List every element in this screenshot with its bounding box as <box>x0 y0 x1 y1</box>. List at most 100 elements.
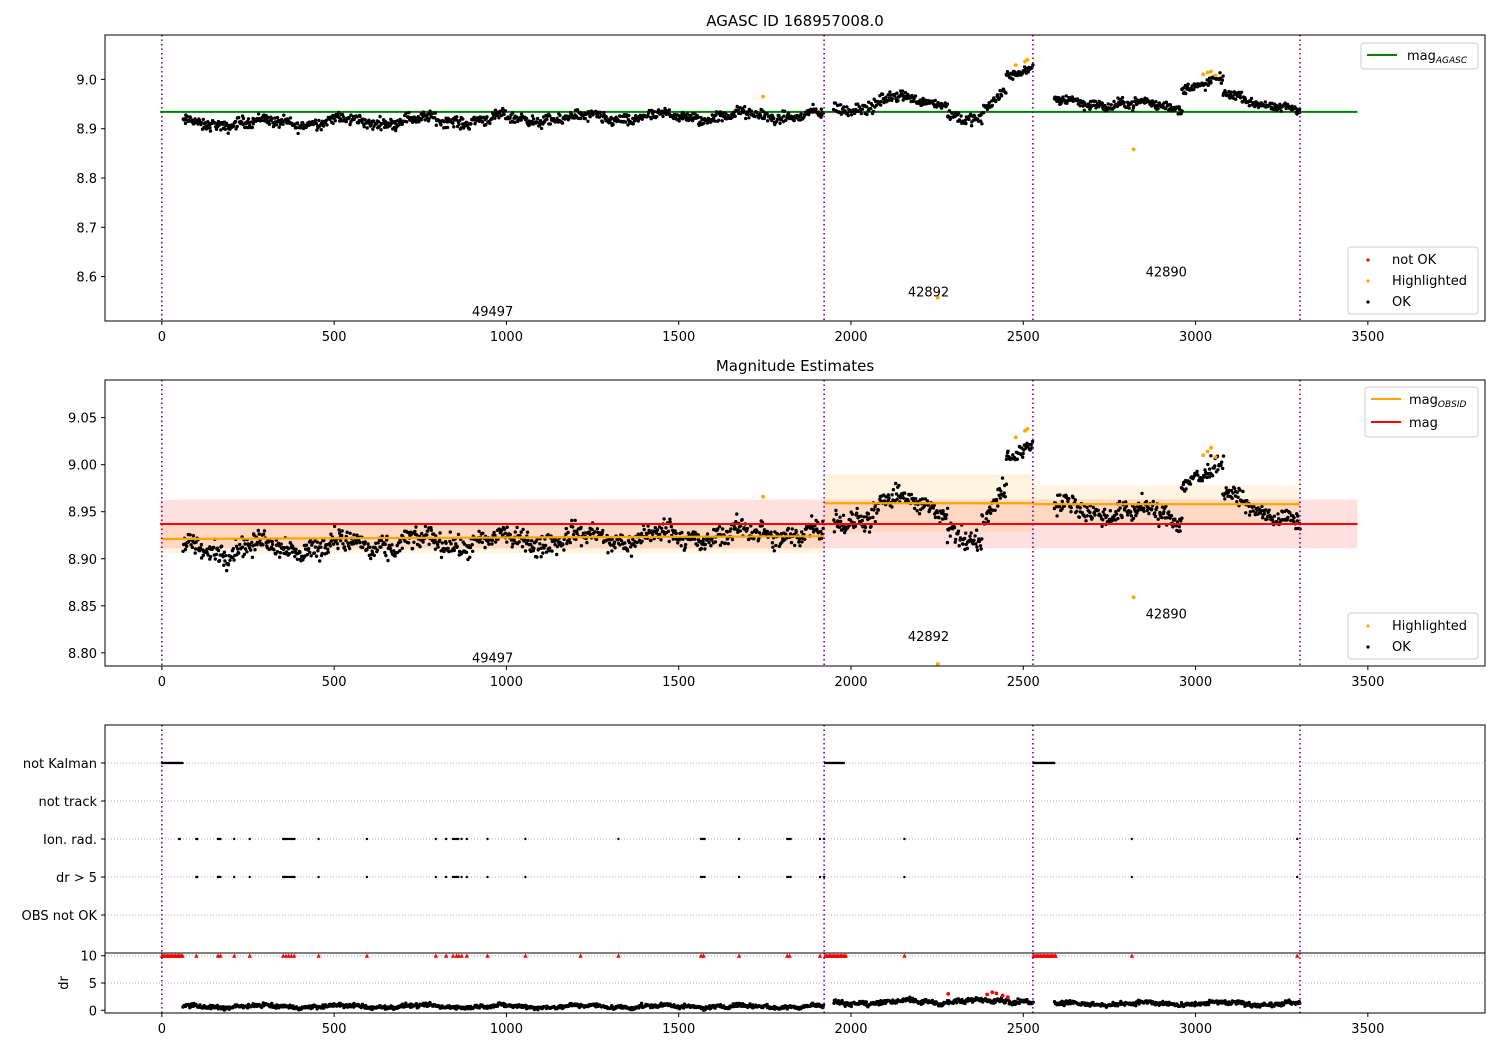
ok-point <box>485 115 489 119</box>
flag-point <box>701 837 704 841</box>
ok-point <box>871 109 876 114</box>
ok-point <box>739 524 743 528</box>
obsid-label: 49497 <box>472 652 513 667</box>
ok-point <box>947 109 952 113</box>
ok-point <box>1295 519 1300 523</box>
ok-point <box>1101 510 1105 514</box>
ok-point <box>959 114 963 118</box>
flag-point <box>455 837 458 841</box>
ok-point <box>879 103 883 107</box>
ok-point <box>810 514 814 518</box>
ok-point <box>548 122 552 126</box>
ok-point <box>1004 457 1009 461</box>
ok-point <box>505 540 509 544</box>
ok-point <box>309 554 313 558</box>
ok-point <box>336 546 340 551</box>
ok-point <box>282 113 286 117</box>
panel-2-frame <box>104 379 1486 667</box>
ok-point <box>1179 519 1183 523</box>
ok-point <box>219 128 223 132</box>
ok-point <box>329 539 333 543</box>
ok-point <box>701 537 706 541</box>
ok-point <box>222 550 227 554</box>
ok-point <box>510 111 515 115</box>
ok-point <box>1064 94 1068 98</box>
ok-point <box>713 119 717 123</box>
ok-point <box>324 118 328 123</box>
flag-label: not track <box>38 795 97 810</box>
ok-point <box>586 119 590 124</box>
ok-point <box>712 116 716 120</box>
ok-point <box>1030 439 1035 444</box>
ok-point <box>344 119 348 124</box>
ok-point <box>444 541 448 545</box>
ok-point <box>757 536 761 541</box>
panel-2-title: Magnitude Estimates <box>716 357 874 375</box>
flag-point <box>524 837 527 841</box>
x-tick-label: 3500 <box>1351 330 1384 345</box>
ok-point <box>674 531 678 536</box>
ok-point <box>217 558 222 563</box>
ok-point <box>501 106 505 111</box>
ok-point <box>1221 454 1226 458</box>
ok-point <box>890 97 894 101</box>
legend-mag-obsid-label: mag <box>1409 393 1438 408</box>
ok-point <box>449 542 453 546</box>
ok-point <box>190 545 195 550</box>
ok-point <box>1116 96 1120 100</box>
ok-point <box>792 118 796 123</box>
flag-point <box>453 875 456 879</box>
ok-point <box>662 517 666 521</box>
ok-point <box>1184 487 1188 491</box>
ok-point <box>838 515 842 519</box>
dr-clipped-marker <box>701 953 706 958</box>
ok-point <box>956 111 961 115</box>
obsid-label: 49497 <box>472 305 513 320</box>
ok-point <box>253 548 257 552</box>
ok-point <box>573 518 577 523</box>
ok-point <box>537 547 541 551</box>
ok-point <box>250 555 255 559</box>
flag-point <box>317 837 320 841</box>
legend-ok-label: OK <box>1392 640 1411 655</box>
flag-label: dr > 5 <box>56 871 97 886</box>
flag-point <box>903 837 906 841</box>
ok-point <box>716 527 720 531</box>
ok-point <box>1195 469 1199 474</box>
ok-point <box>968 112 973 116</box>
ok-point <box>897 483 901 488</box>
ok-point <box>1210 474 1215 478</box>
ok-point <box>794 530 798 534</box>
ok-point <box>480 120 485 124</box>
ok-point <box>1088 510 1092 515</box>
ok-point <box>760 524 764 528</box>
ok-point <box>1207 467 1212 471</box>
highlighted-point <box>1205 70 1210 75</box>
ok-point <box>439 123 443 127</box>
ok-point <box>237 551 241 555</box>
ok-point <box>1206 83 1211 87</box>
obsid-label: 42892 <box>908 630 949 645</box>
ok-point <box>1075 509 1079 513</box>
ok-point <box>944 513 949 517</box>
ok-point <box>1180 109 1184 113</box>
ok-point <box>288 116 293 120</box>
ok-point <box>1010 72 1015 76</box>
ok-point <box>418 545 422 549</box>
flag-point <box>289 875 293 879</box>
flag-point <box>460 837 463 841</box>
x-tick-label: 1000 <box>490 675 523 690</box>
ok-point <box>1127 106 1131 110</box>
ok-point <box>766 119 770 123</box>
ok-point <box>546 533 550 537</box>
ok-point <box>183 547 188 552</box>
ok-point <box>427 117 431 121</box>
ok-point <box>865 112 869 117</box>
x-tick-label: 0 <box>158 675 166 690</box>
ok-point <box>705 532 710 536</box>
ok-point <box>548 114 552 118</box>
ok-point <box>1058 493 1062 497</box>
ok-point <box>503 109 508 113</box>
legend-not-ok-marker <box>1366 258 1370 262</box>
ok-point <box>473 122 477 126</box>
